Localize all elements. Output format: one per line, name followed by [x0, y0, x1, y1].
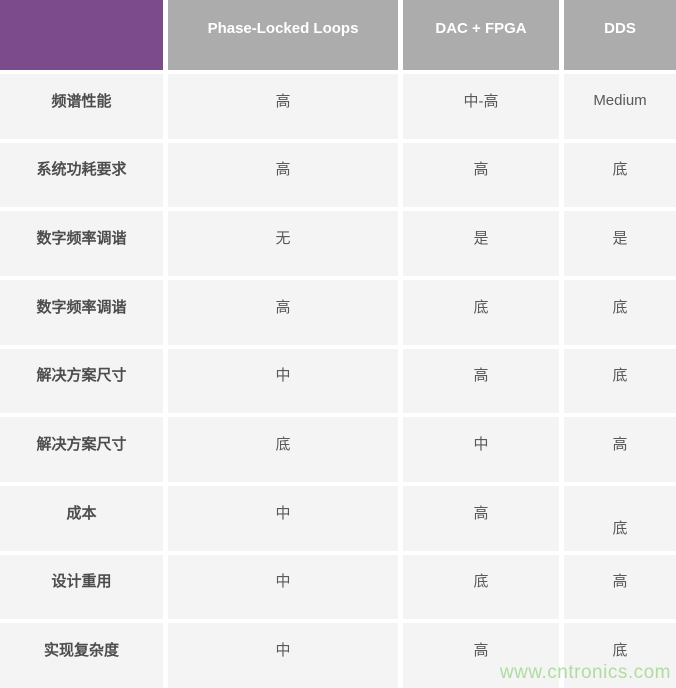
table-cell: 中-高	[403, 74, 559, 139]
row-label-implementation-complexity: 实现复杂度	[0, 623, 163, 688]
table-cell: 是	[403, 211, 559, 276]
row-label-digital-frequency-tuning-2: 数字频率调谐	[0, 279, 163, 345]
watermark-text: www.cntronics.com	[499, 662, 671, 683]
table-cell: 中	[168, 623, 398, 688]
row-label-system-power: 系统功耗要求	[0, 142, 163, 208]
table-cell: 高	[403, 348, 559, 414]
row-label-cost: 成本	[0, 485, 163, 551]
table-cell: 高	[168, 142, 398, 208]
table-cell: 底	[564, 142, 676, 208]
table-cell: 底	[564, 279, 676, 345]
row-label-solution-size: 解决方案尺寸	[0, 348, 163, 414]
row-label-solution-size-2: 解决方案尺寸	[0, 417, 163, 482]
table-cell: 中	[168, 348, 398, 414]
corner-cell	[0, 0, 163, 70]
table-cell: 高	[168, 74, 398, 139]
table-cell: 中	[168, 554, 398, 620]
table-cell: 底	[403, 279, 559, 345]
table-cell: 底	[564, 348, 676, 414]
column-header-dac-fpga: DAC + FPGA	[403, 0, 559, 70]
table-cell: Medium	[564, 74, 676, 139]
column-header-dds: DDS	[564, 0, 676, 70]
table-cell: 是	[564, 211, 676, 276]
table-cell: 无	[168, 211, 398, 276]
column-header-phase-locked-loops: Phase-Locked Loops	[168, 0, 398, 70]
table-cell: 高	[403, 623, 559, 688]
table-cell: 底	[564, 485, 676, 551]
table-cell: 中	[168, 485, 398, 551]
row-label-digital-frequency-tuning: 数字频率调谐	[0, 211, 163, 276]
table-cell: 高	[168, 279, 398, 345]
table-cell: 高	[403, 142, 559, 208]
table-cell: 底	[403, 554, 559, 620]
table-cell: 底	[168, 417, 398, 482]
table-cell: 高	[564, 417, 676, 482]
table-cell: 高	[564, 554, 676, 620]
table-cell: 底	[564, 623, 676, 688]
table-cell: 中	[403, 417, 559, 482]
table-cell: 高	[403, 485, 559, 551]
row-label-spectral-performance: 频谱性能	[0, 74, 163, 139]
row-label-design-reuse: 设计重用	[0, 554, 163, 620]
